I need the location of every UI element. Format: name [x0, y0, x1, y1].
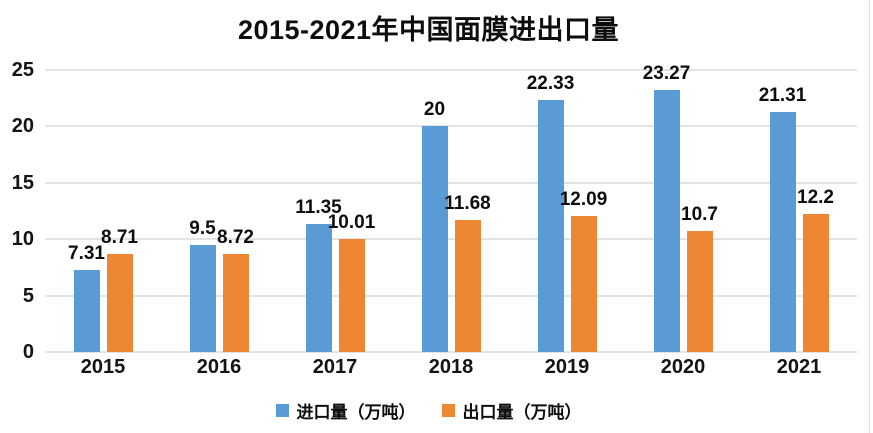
bar-group-2016: 9.5 8.72 [161, 70, 277, 352]
x-tick-label-2019: 2019 [544, 356, 590, 378]
gridline [45, 125, 857, 128]
bar-value-label: 12.09 [559, 188, 608, 210]
bar-import-2017: 11.35 [295, 197, 342, 352]
gridline [45, 69, 857, 71]
bar-value-label: 23.27 [642, 62, 691, 84]
bar-export-2018: 11.68 [444, 193, 491, 352]
bar-group-2017: 11.35 10.01 [277, 70, 393, 352]
bar-import-2019: 22.33 [527, 73, 574, 352]
gridline [45, 238, 857, 241]
bar-value-label: 9.5 [189, 217, 216, 239]
y-tick-label: 0 [22, 341, 34, 363]
legend-item-exports: 出口量（万吨） [441, 398, 582, 423]
gridline [45, 181, 857, 184]
bar-import-2021: 21.31 [759, 85, 806, 352]
bar-group-2018: 20 11.68 [393, 70, 509, 352]
bar-export-2016: 8.72 [217, 227, 254, 352]
y-tick-label: 15 [11, 171, 34, 194]
x-tick-label-2020: 2020 [660, 356, 706, 378]
bar-export-2020: 10.7 [681, 204, 718, 352]
bar-value-label: 7.31 [68, 242, 105, 264]
legend-swatch-exports [441, 404, 455, 417]
y-axis: 0 5 10 15 20 25 [0, 59, 36, 363]
bar-value-label: 11.68 [444, 193, 491, 215]
x-tick-label-2017: 2017 [312, 356, 358, 378]
x-tick-label-2016: 2016 [196, 356, 242, 378]
plot-area: 7.31 8.71 9.5 8.72 11.35 10.01 20 11.68 22.33 12.… [45, 63, 857, 353]
bar-import-2020: 23.27 [643, 63, 690, 352]
bar-value-label: 20 [423, 99, 446, 121]
y-tick-label: 5 [22, 284, 34, 307]
legend-swatch-imports [275, 404, 289, 417]
legend: 进口量（万吨） 出口量（万吨） [0, 398, 857, 423]
y-tick-label: 10 [11, 228, 34, 251]
x-tick-label-2018: 2018 [428, 356, 474, 378]
gridline [45, 351, 857, 353]
legend-label-exports: 出口量（万吨） [462, 403, 582, 422]
bar-import-2016: 9.5 [189, 218, 216, 352]
gridline [45, 294, 857, 297]
bar-value-label: 8.72 [217, 226, 254, 248]
window-edge [869, 0, 870, 433]
legend-item-imports: 进口量（万吨） [275, 398, 416, 423]
bar-export-2021: 12.2 [797, 187, 834, 352]
bar-value-label: 10.7 [681, 204, 718, 226]
bar-value-label: 8.71 [101, 226, 138, 248]
x-tick-label-2021: 2021 [776, 356, 822, 378]
bar-value-label: 11.35 [295, 196, 342, 218]
x-axis: 2015 2016 2017 2018 2019 2020 2021 [45, 356, 857, 379]
legend-label-imports: 进口量（万吨） [296, 403, 416, 422]
bar-value-label: 22.33 [526, 73, 575, 95]
bar-import-2018: 20 [421, 99, 448, 352]
gridlines [45, 69, 857, 353]
y-tick-label: 25 [11, 59, 34, 81]
bar-group-2021: 21.31 12.2 [741, 70, 857, 352]
y-tick-label: 20 [11, 115, 34, 138]
bar-group-2015: 7.31 8.71 [45, 70, 161, 352]
bar-export-2017: 10.01 [328, 212, 375, 352]
bar-export-2015: 8.71 [101, 227, 138, 352]
bar-groups: 7.31 8.71 9.5 8.72 11.35 10.01 20 11.68 22.33 12.… [45, 63, 857, 352]
chart-title: 2015-2021年中国面膜进出口量 [237, 15, 620, 45]
bar-group-2019: 22.33 12.09 [509, 70, 625, 352]
bar-export-2019: 12.09 [560, 189, 607, 352]
bar-value-label: 12.2 [797, 187, 834, 209]
x-tick-label-2015: 2015 [80, 356, 126, 378]
bar-group-2020: 23.27 10.7 [625, 63, 741, 352]
bar-value-label: 10.01 [327, 212, 376, 234]
bar-value-label: 21.31 [758, 84, 807, 106]
bar-import-2015: 7.31 [68, 243, 105, 352]
